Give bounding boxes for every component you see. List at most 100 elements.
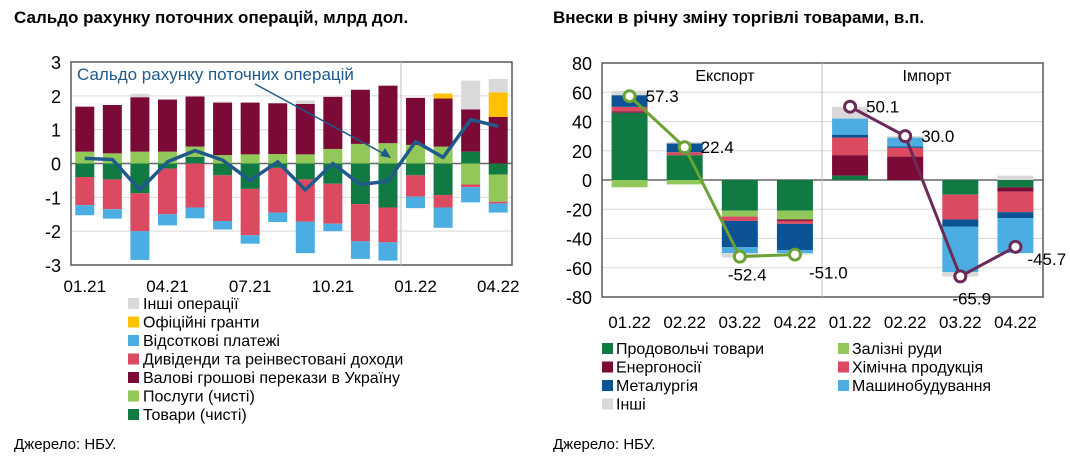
total-marker — [787, 247, 802, 262]
x-tick-label: 02.22 — [884, 313, 927, 332]
bar-segment — [776, 210, 813, 220]
bar-segment — [268, 167, 288, 213]
bar-segment — [75, 151, 95, 164]
arrow-head-icon — [380, 148, 391, 158]
bar-segment — [942, 226, 979, 273]
bar-segment — [102, 163, 122, 180]
legend-label: Енергоносії — [616, 360, 702, 377]
legend-swatch — [128, 409, 139, 420]
legend-swatch — [602, 380, 613, 391]
bar-segment — [433, 207, 453, 228]
left-chart-source: Джерело: НБУ. — [14, 436, 117, 453]
bar-segment — [350, 204, 370, 242]
x-tick-label: 04.21 — [146, 277, 189, 296]
bar-segment — [240, 188, 260, 236]
bar-segment — [157, 214, 177, 226]
bar-segment — [997, 175, 1034, 180]
total-marker — [622, 89, 637, 104]
bar-segment — [240, 235, 260, 244]
legend-swatch — [838, 380, 849, 391]
bar-segment — [611, 112, 648, 180]
bar-segment — [887, 146, 924, 148]
data-label: -45.7 — [1027, 250, 1066, 269]
x-tick-label: 01.22 — [829, 313, 872, 332]
bar-segment — [997, 180, 1034, 188]
data-label: -65.9 — [952, 289, 991, 308]
bar-segment — [185, 156, 205, 164]
x-tick-label: 04.22 — [994, 313, 1037, 332]
bar-segment — [268, 212, 288, 223]
bar-segment — [130, 151, 150, 164]
bar-segment — [350, 241, 370, 259]
bar-segment — [488, 92, 508, 117]
bar-segment — [350, 143, 370, 164]
bar-segment — [406, 97, 426, 145]
bar-segment — [832, 137, 869, 156]
bar-segment — [488, 78, 508, 93]
group-label: Експорт — [695, 68, 755, 85]
bar-segment — [433, 93, 453, 99]
y-tick-label: 40 — [572, 113, 592, 133]
data-label: -51.0 — [809, 264, 848, 283]
y-tick-label: 0 — [582, 171, 592, 191]
bar-segment — [406, 196, 426, 209]
bar-segment — [776, 223, 813, 251]
bar-segment — [75, 177, 95, 206]
bar-segment — [240, 154, 260, 164]
x-tick-label: 04.22 — [774, 313, 817, 332]
y-tick-label: -1 — [45, 188, 61, 208]
bar-segment — [378, 85, 398, 144]
total-line — [628, 95, 795, 259]
y-tick-label: 80 — [572, 54, 592, 74]
bar-segment — [378, 207, 398, 243]
bar-segment — [997, 191, 1034, 213]
legend-swatch — [602, 398, 613, 410]
bar-segment — [488, 203, 508, 213]
bar-segment — [213, 163, 233, 176]
legend-swatch — [128, 372, 139, 383]
bar-segment — [213, 175, 233, 222]
bar-segment — [240, 102, 260, 155]
bar-segment — [942, 180, 979, 195]
bar-segment — [323, 223, 343, 232]
bar-segment — [185, 207, 205, 219]
bar-segment — [997, 187, 1034, 192]
legend-label: Залізні руди — [852, 341, 942, 358]
x-tick-label: 04.22 — [477, 277, 520, 296]
bar-segment — [130, 93, 150, 98]
x-tick-label: 03.22 — [719, 313, 762, 332]
bar-segment — [75, 106, 95, 152]
bar-segment — [350, 89, 370, 144]
bar-segment — [433, 98, 453, 147]
bar-segment — [295, 100, 315, 104]
bar-segment — [461, 163, 481, 185]
bar-segment — [323, 183, 343, 224]
data-label: 57.3 — [646, 87, 679, 106]
bar-segment — [488, 163, 508, 175]
bar-segment — [832, 134, 869, 138]
bar-segment — [942, 219, 979, 227]
bar-segment — [213, 101, 233, 103]
bar-segment — [378, 242, 398, 261]
bar-segment — [461, 151, 481, 164]
bar-segment — [611, 180, 648, 188]
y-tick-label: 20 — [572, 142, 592, 162]
y-tick-label: 3 — [51, 53, 61, 73]
bar-segment — [832, 175, 869, 180]
y-tick-label: 2 — [51, 87, 61, 107]
bar-segment — [488, 174, 508, 202]
left-chart-title: Сальдо рахунку поточних операцій, млрд д… — [14, 8, 409, 27]
bar-segment — [213, 102, 233, 156]
bar-segment — [721, 180, 758, 211]
legend-label: Інші операції — [143, 296, 239, 313]
data-label: 30.0 — [921, 127, 954, 146]
bar-segment — [611, 111, 648, 113]
legend-swatch — [128, 353, 139, 365]
legend-label: Дивіденди та реінвестовані доходи — [143, 352, 403, 369]
legend-label: Товари (чисті) — [143, 407, 247, 424]
y-tick-label: -2 — [45, 222, 61, 242]
bar-segment — [433, 194, 453, 208]
total-marker — [843, 99, 858, 114]
x-tick-label: 01.22 — [608, 313, 651, 332]
